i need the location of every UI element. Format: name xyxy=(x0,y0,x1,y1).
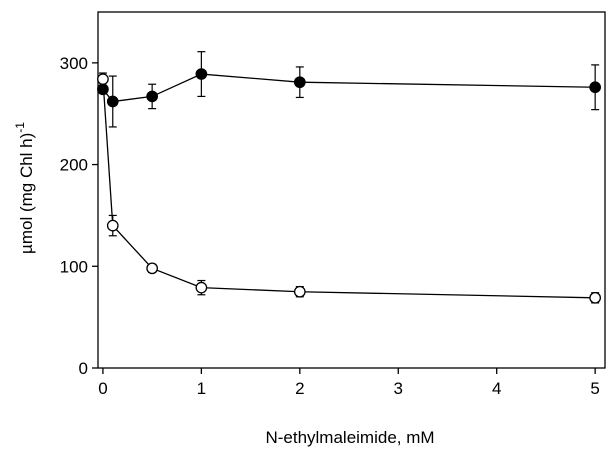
data-point xyxy=(97,73,109,85)
data-point xyxy=(589,81,602,94)
y-axis-title: µmol (mg Chl h)-1 xyxy=(13,122,36,254)
data-point xyxy=(589,291,602,304)
data-point xyxy=(293,76,306,89)
series-2 xyxy=(97,72,602,304)
y-axis-title-main: µmol (mg Chl h) xyxy=(17,133,36,254)
data-point xyxy=(146,90,158,103)
data-point xyxy=(293,285,306,298)
x-tick-label: 1 xyxy=(197,379,206,398)
x-tick-label: 3 xyxy=(394,379,403,398)
data-point xyxy=(195,68,208,80)
y-tick-label: 200 xyxy=(60,156,88,175)
data-point xyxy=(106,95,119,108)
x-axis-title: N-ethylmaleimide, mM xyxy=(265,428,434,447)
series-layer xyxy=(97,51,602,304)
y-axis-title-superscript: -1 xyxy=(13,122,27,133)
series-line xyxy=(102,79,596,299)
x-tick-label: 5 xyxy=(590,379,599,398)
y-tick-label: 100 xyxy=(60,257,88,276)
x-tick-label: 0 xyxy=(98,379,107,398)
x-tick-label: 4 xyxy=(492,379,501,398)
y-tick-label: 300 xyxy=(60,54,88,73)
axes: 0 1 2 3 4 5 0 100 200 300 xyxy=(60,11,606,398)
data-point xyxy=(146,262,158,275)
series-1 xyxy=(97,51,602,128)
y-tick-label: 0 xyxy=(79,359,88,378)
data-point xyxy=(195,281,208,294)
series-line xyxy=(102,73,596,103)
plot-frame xyxy=(97,11,606,369)
x-tick-label: 2 xyxy=(295,379,304,398)
data-point xyxy=(106,219,119,232)
